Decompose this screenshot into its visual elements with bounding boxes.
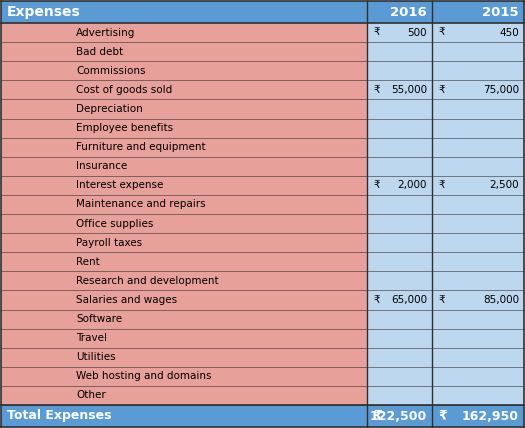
Text: Cost of goods sold: Cost of goods sold <box>76 85 172 95</box>
Text: Commissions: Commissions <box>76 66 145 76</box>
Bar <box>367 99 524 119</box>
Text: 2015: 2015 <box>482 6 519 18</box>
Text: ₹: ₹ <box>438 410 447 422</box>
Bar <box>1 176 367 195</box>
Bar <box>367 329 524 348</box>
Text: Web hosting and domains: Web hosting and domains <box>76 372 212 381</box>
Text: ₹: ₹ <box>438 180 445 190</box>
Bar <box>1 1 524 23</box>
Bar <box>1 386 367 405</box>
Text: ₹: ₹ <box>438 27 445 38</box>
Bar <box>1 42 367 61</box>
Bar <box>367 386 524 405</box>
Bar <box>367 214 524 233</box>
Text: 450: 450 <box>499 27 519 38</box>
Text: ₹: ₹ <box>373 295 380 305</box>
Bar <box>1 195 367 214</box>
Text: Advertising: Advertising <box>76 27 135 38</box>
Bar <box>1 271 367 291</box>
Text: Rent: Rent <box>76 257 100 267</box>
Text: 162,950: 162,950 <box>462 410 519 422</box>
Bar <box>1 137 367 157</box>
Text: ₹: ₹ <box>373 27 380 38</box>
Bar <box>1 291 367 309</box>
Text: 122,500: 122,500 <box>370 410 427 422</box>
Bar <box>1 61 367 80</box>
Text: ₹: ₹ <box>373 180 380 190</box>
Text: Maintenance and repairs: Maintenance and repairs <box>76 199 206 209</box>
Bar <box>367 271 524 291</box>
Bar <box>367 252 524 271</box>
Bar <box>367 157 524 176</box>
Text: Office supplies: Office supplies <box>76 219 153 229</box>
Bar <box>367 119 524 137</box>
Bar <box>367 176 524 195</box>
Text: ₹: ₹ <box>373 85 380 95</box>
Bar <box>367 195 524 214</box>
Bar <box>367 23 524 42</box>
Text: Expenses: Expenses <box>7 5 81 19</box>
Bar <box>367 80 524 99</box>
Text: Employee benefits: Employee benefits <box>76 123 173 133</box>
Text: ₹: ₹ <box>373 410 382 422</box>
Text: Depreciation: Depreciation <box>76 104 143 114</box>
Bar <box>1 157 367 176</box>
Bar <box>367 291 524 309</box>
Text: 65,000: 65,000 <box>391 295 427 305</box>
Text: 55,000: 55,000 <box>391 85 427 95</box>
Bar <box>1 119 367 137</box>
Text: Interest expense: Interest expense <box>76 180 163 190</box>
Bar <box>1 348 367 367</box>
Bar <box>1 99 367 119</box>
Text: Payroll taxes: Payroll taxes <box>76 238 142 248</box>
Text: Research and development: Research and development <box>76 276 218 286</box>
Bar <box>1 233 367 252</box>
Bar <box>1 23 367 42</box>
Bar <box>1 214 367 233</box>
Bar <box>1 80 367 99</box>
Text: 2,500: 2,500 <box>489 180 519 190</box>
Text: 85,000: 85,000 <box>483 295 519 305</box>
Bar <box>367 367 524 386</box>
Bar <box>1 405 524 427</box>
Text: 2,000: 2,000 <box>397 180 427 190</box>
Bar <box>367 61 524 80</box>
Text: 500: 500 <box>407 27 427 38</box>
Bar <box>1 252 367 271</box>
Bar <box>1 329 367 348</box>
Text: ₹: ₹ <box>438 85 445 95</box>
Text: Salaries and wages: Salaries and wages <box>76 295 177 305</box>
Text: 75,000: 75,000 <box>483 85 519 95</box>
Bar <box>367 42 524 61</box>
Bar <box>1 309 367 329</box>
Bar <box>367 348 524 367</box>
Bar <box>367 309 524 329</box>
Text: ₹: ₹ <box>438 295 445 305</box>
Text: Furniture and equipment: Furniture and equipment <box>76 142 206 152</box>
Text: Utilities: Utilities <box>76 352 116 362</box>
Bar <box>367 137 524 157</box>
Text: Bad debt: Bad debt <box>76 47 123 56</box>
Bar <box>1 367 367 386</box>
Text: Software: Software <box>76 314 122 324</box>
Bar <box>367 233 524 252</box>
Text: Total Expenses: Total Expenses <box>7 410 111 422</box>
Text: Travel: Travel <box>76 333 107 343</box>
Text: Insurance: Insurance <box>76 161 127 171</box>
Text: Other: Other <box>76 390 106 401</box>
Text: 2016: 2016 <box>390 6 427 18</box>
